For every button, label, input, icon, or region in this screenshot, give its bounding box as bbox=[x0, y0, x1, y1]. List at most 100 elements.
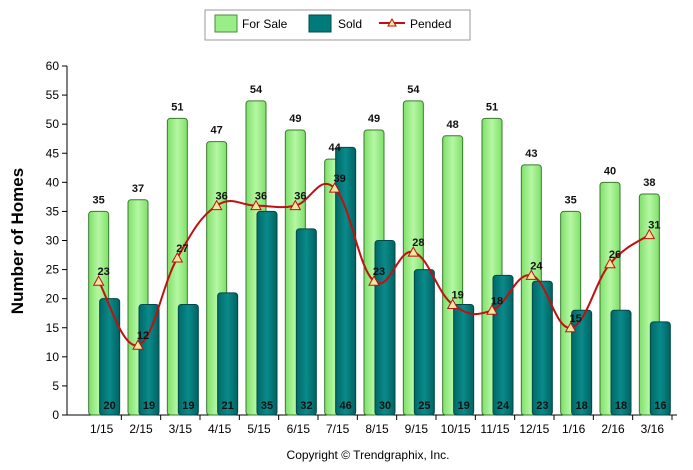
label-pended: 19 bbox=[452, 289, 464, 301]
bar-sold bbox=[335, 146, 357, 416]
label-sold: 18 bbox=[576, 400, 588, 412]
legend-label-pended: Pended bbox=[410, 17, 451, 31]
label-sold: 35 bbox=[261, 400, 273, 412]
label-sold: 30 bbox=[379, 400, 391, 412]
label-for-sale: 48 bbox=[447, 119, 459, 131]
pended-marker bbox=[446, 298, 459, 309]
label-pended: 15 bbox=[570, 313, 582, 325]
pended-marker bbox=[210, 199, 223, 211]
label-for-sale: 38 bbox=[643, 177, 655, 189]
pended-marker bbox=[250, 199, 262, 211]
y-tick-label: 50 bbox=[46, 117, 60, 131]
x-tick-label: 10/15 bbox=[441, 422, 471, 436]
label-pended: 31 bbox=[648, 220, 660, 232]
legend-label-sold: Sold bbox=[338, 17, 362, 31]
label-for-sale: 54 bbox=[407, 84, 420, 96]
pended-marker bbox=[328, 182, 341, 193]
label-pended: 36 bbox=[216, 191, 228, 203]
x-tick-label: 3/16 bbox=[641, 422, 665, 436]
y-tick-label: 10 bbox=[46, 350, 60, 364]
bar-sold bbox=[649, 321, 671, 416]
pended-marker bbox=[92, 275, 105, 286]
bar-sold bbox=[99, 298, 121, 416]
x-tick-label: 3/15 bbox=[169, 422, 193, 436]
label-pended: 27 bbox=[176, 243, 188, 255]
label-pended: 23 bbox=[373, 266, 385, 278]
pended-marker bbox=[604, 257, 616, 269]
pended-marker bbox=[368, 275, 380, 286]
legend-swatch-sold bbox=[308, 14, 332, 33]
label-for-sale: 47 bbox=[211, 125, 223, 137]
bar-sold bbox=[177, 303, 199, 416]
pended-marker bbox=[525, 269, 538, 280]
y-tick-label: 55 bbox=[46, 88, 60, 102]
label-pended: 28 bbox=[412, 237, 424, 249]
bar-sold bbox=[138, 303, 160, 416]
bar-sold bbox=[413, 269, 435, 416]
label-for-sale: 51 bbox=[486, 101, 498, 113]
legend-marker-pended bbox=[387, 17, 397, 27]
label-for-sale: 49 bbox=[368, 113, 380, 125]
label-sold: 19 bbox=[458, 400, 470, 412]
x-tick-label: 12/15 bbox=[519, 422, 549, 436]
label-sold: 25 bbox=[418, 400, 430, 412]
x-tick-label: 7/15 bbox=[326, 422, 350, 436]
y-tick-label: 60 bbox=[46, 59, 60, 73]
y-axis-label: Number of Homes bbox=[8, 168, 27, 314]
x-tick-label: 8/15 bbox=[365, 422, 389, 436]
pended-marker bbox=[564, 321, 577, 333]
pended-line-series bbox=[92, 182, 656, 350]
label-sold: 20 bbox=[104, 400, 116, 412]
pended-marker bbox=[171, 251, 184, 263]
y-tick-label: 5 bbox=[52, 379, 59, 393]
label-for-sale: 40 bbox=[604, 165, 616, 177]
label-pended: 36 bbox=[294, 191, 306, 203]
label-for-sale: 43 bbox=[525, 148, 537, 160]
label-pended: 39 bbox=[334, 173, 346, 185]
y-tick-label: 0 bbox=[52, 408, 59, 422]
label-sold: 24 bbox=[497, 400, 510, 412]
x-tick-label: 5/15 bbox=[247, 422, 271, 436]
label-pended: 18 bbox=[491, 295, 503, 307]
label-for-sale: 49 bbox=[289, 113, 301, 125]
label-sold: 16 bbox=[654, 400, 666, 412]
label-for-sale: 35 bbox=[565, 194, 577, 206]
label-for-sale: 54 bbox=[250, 84, 263, 96]
data-labels: 35 37 51 47 54 49 44 49 54 48 51 43 35 40 38 20 19 19 21 35… bbox=[93, 84, 667, 412]
legend-label-for-sale: For Sale bbox=[242, 17, 288, 31]
label-sold: 21 bbox=[222, 400, 234, 412]
label-sold: 32 bbox=[300, 400, 312, 412]
bar-sold bbox=[492, 274, 514, 416]
x-tick-label: 1/15 bbox=[90, 422, 114, 436]
legend-box bbox=[204, 9, 471, 41]
label-sold: 19 bbox=[143, 400, 155, 412]
label-for-sale: 37 bbox=[132, 183, 144, 195]
x-tick-label: 9/15 bbox=[405, 422, 429, 436]
label-pended: 24 bbox=[530, 260, 543, 272]
label-pended: 12 bbox=[137, 330, 149, 342]
bar-sold bbox=[571, 309, 593, 416]
y-tick-label: 20 bbox=[46, 292, 60, 306]
x-tick-label: 1/16 bbox=[562, 422, 586, 436]
x-tick-label: 6/15 bbox=[287, 422, 311, 436]
bar-sold bbox=[453, 303, 475, 416]
copyright-text: Copyright © Trendgraphix, Inc. bbox=[287, 448, 450, 462]
y-tick-label: 15 bbox=[46, 321, 60, 335]
label-for-sale: 44 bbox=[329, 142, 342, 154]
pended-marker bbox=[643, 228, 656, 240]
y-tick-label: 45 bbox=[46, 146, 60, 160]
label-sold: 19 bbox=[182, 400, 194, 412]
x-tick-label: 2/16 bbox=[601, 422, 625, 436]
pended-marker bbox=[289, 199, 302, 211]
label-pended: 23 bbox=[98, 266, 110, 278]
label-for-sale: 35 bbox=[93, 194, 105, 206]
bar-sold bbox=[295, 228, 317, 416]
bar-sold bbox=[610, 309, 632, 416]
label-sold: 23 bbox=[536, 400, 548, 412]
y-tick-label: 40 bbox=[46, 175, 60, 189]
pended-marker bbox=[407, 246, 420, 257]
label-pended: 36 bbox=[255, 191, 267, 203]
bar-sold bbox=[217, 292, 239, 416]
legend-swatch-for-sale bbox=[214, 14, 238, 33]
